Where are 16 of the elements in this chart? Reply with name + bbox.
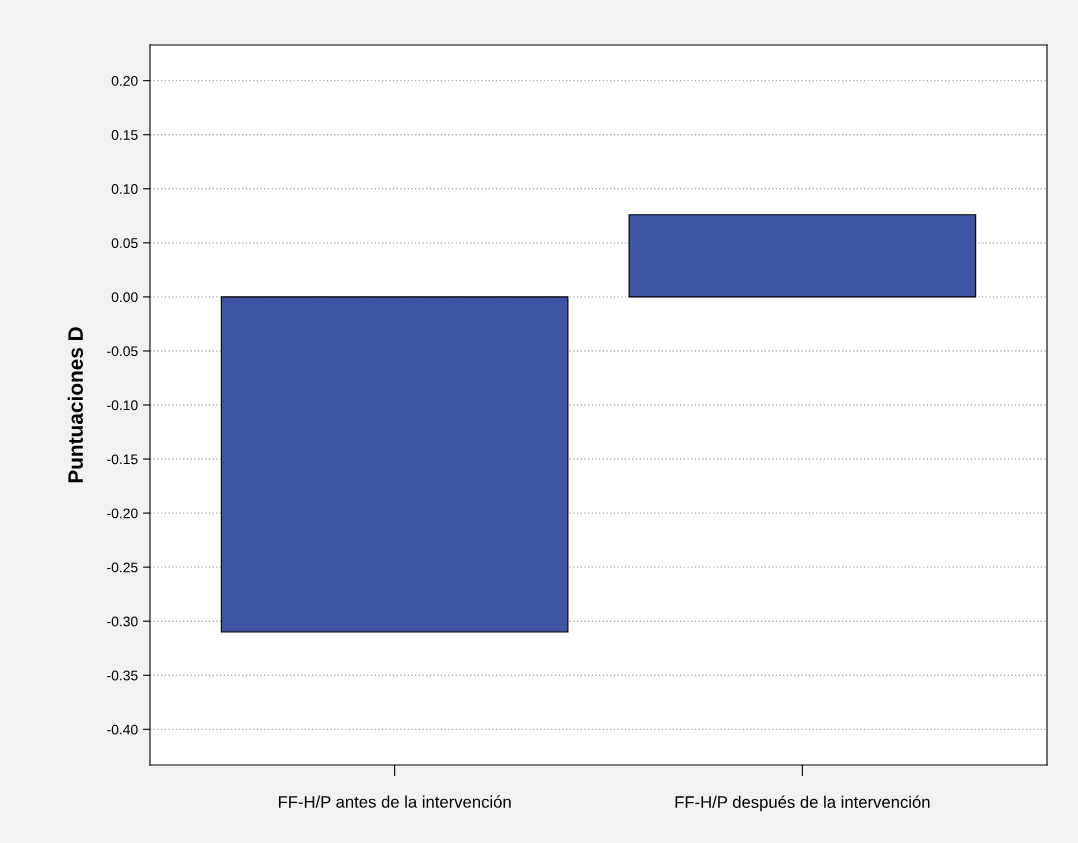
- y-tick-label: -0.20: [107, 508, 138, 519]
- y-tick-label: -0.25: [107, 562, 138, 573]
- y-tick-label: 0.20: [111, 76, 138, 86]
- y-tick-label: 0.10: [111, 184, 138, 194]
- y-tick-label: 0.15: [111, 130, 138, 140]
- y-tick-label: -0.05: [107, 346, 138, 357]
- y-tick-label: -0.30: [107, 616, 138, 627]
- x-tick-label: FF-H/P antes de la intervención: [278, 795, 511, 808]
- y-tick-label: -0.35: [107, 670, 138, 681]
- y-tick-label: -0.15: [107, 454, 138, 465]
- y-tick-label: -0.40: [107, 724, 138, 735]
- y-tick-label: 0.00: [111, 292, 138, 303]
- y-axis-title: Puntuaciones D: [67, 327, 83, 483]
- y-tick-label: -0.10: [107, 400, 138, 411]
- x-tick-label: FF-H/P después de la intervención: [675, 795, 930, 812]
- y-tick-label: 0.05: [111, 238, 138, 249]
